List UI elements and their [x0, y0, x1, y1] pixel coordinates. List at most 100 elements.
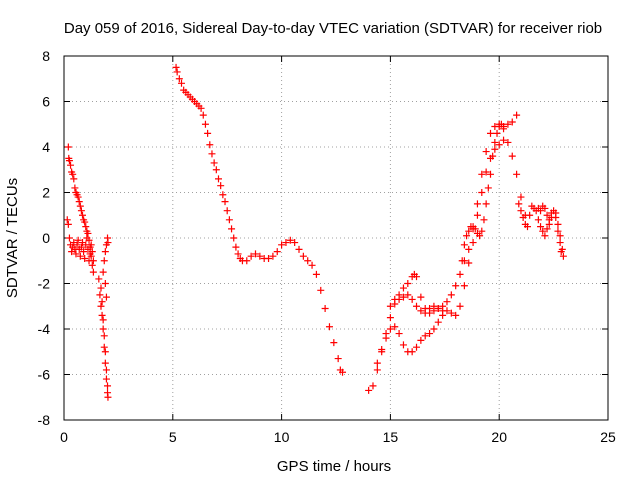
data-point: [543, 211, 551, 219]
data-point: [471, 225, 479, 233]
data-point: [99, 325, 107, 333]
data-point: [452, 311, 460, 319]
data-point: [482, 148, 490, 156]
data-point: [426, 309, 434, 317]
data-point: [495, 141, 503, 149]
data-point: [269, 252, 277, 260]
data-point: [95, 275, 103, 283]
data-point: [547, 209, 555, 217]
data-point: [87, 241, 95, 249]
data-point: [463, 232, 471, 240]
data-point: [101, 348, 109, 356]
data-point: [299, 252, 307, 260]
data-point: [256, 252, 264, 260]
data-point: [225, 216, 233, 224]
data-point: [317, 286, 325, 294]
data-point: [456, 302, 464, 310]
data-point: [325, 323, 333, 331]
data-point: [102, 366, 110, 374]
data-point: [395, 295, 403, 303]
data-point: [69, 170, 77, 178]
data-point: [104, 382, 112, 390]
y-tick-label: 2: [42, 185, 50, 201]
data-point: [556, 239, 564, 247]
data-point: [430, 307, 438, 315]
x-tick-label: 25: [600, 429, 616, 445]
data-point: [399, 284, 407, 292]
data-point: [465, 259, 473, 267]
data-point: [64, 220, 72, 228]
data-point: [482, 168, 490, 176]
data-point: [214, 175, 222, 183]
data-point: [89, 257, 97, 265]
series-tail-arc: [515, 200, 567, 260]
data-point: [321, 305, 329, 313]
data-point: [439, 307, 447, 315]
data-point: [537, 223, 545, 231]
data-point: [556, 232, 564, 240]
data-point: [417, 293, 425, 301]
data-point: [197, 104, 205, 112]
data-point: [100, 332, 108, 340]
data-point: [88, 248, 96, 256]
series-late-arc-a: [365, 111, 521, 394]
data-point: [84, 245, 92, 253]
data-point: [65, 234, 73, 242]
data-point: [282, 239, 290, 247]
data-point: [500, 125, 508, 133]
data-point: [413, 302, 421, 310]
data-point: [212, 166, 220, 174]
data-point: [63, 216, 71, 224]
data-point: [291, 239, 299, 247]
data-point: [312, 270, 320, 278]
data-point: [70, 175, 78, 183]
data-point: [408, 348, 416, 356]
y-tick-label: 4: [42, 139, 50, 155]
data-point: [308, 261, 316, 269]
data-point: [534, 216, 542, 224]
data-point: [473, 200, 481, 208]
data-point: [273, 248, 281, 256]
data-point: [74, 193, 82, 201]
data-point: [100, 257, 108, 265]
data-point: [413, 343, 421, 351]
data-point: [489, 152, 497, 160]
data-point: [178, 79, 186, 87]
data-point: [541, 204, 549, 212]
data-point: [230, 234, 238, 242]
data-point: [76, 202, 84, 210]
data-point: [101, 248, 109, 256]
data-point: [458, 257, 466, 265]
data-point: [80, 248, 88, 256]
data-point: [519, 214, 527, 222]
series-early-arc-b: [63, 216, 97, 265]
data-point: [508, 152, 516, 160]
data-point: [523, 223, 531, 231]
data-point: [513, 170, 521, 178]
y-tick-label: 0: [42, 230, 50, 246]
data-point: [552, 214, 560, 222]
data-point: [476, 232, 484, 240]
data-point: [537, 207, 545, 215]
data-point: [421, 332, 429, 340]
x-tick-label: 5: [169, 429, 177, 445]
data-point: [210, 159, 218, 167]
data-point: [206, 141, 214, 149]
data-point: [199, 111, 207, 119]
data-point: [77, 207, 85, 215]
y-tick-label: 8: [42, 48, 50, 64]
series-late-arc-c: [386, 120, 508, 317]
data-point: [478, 189, 486, 196]
data-point: [104, 393, 112, 401]
data-point: [75, 198, 83, 206]
x-axis-label: GPS time / hours: [277, 458, 391, 475]
data-point: [101, 359, 109, 367]
data-point: [456, 270, 464, 278]
data-point: [83, 234, 91, 242]
data-point: [526, 211, 534, 219]
data-point: [98, 311, 106, 319]
data-point: [500, 136, 508, 144]
data-point: [99, 316, 107, 324]
data-point: [480, 216, 488, 224]
